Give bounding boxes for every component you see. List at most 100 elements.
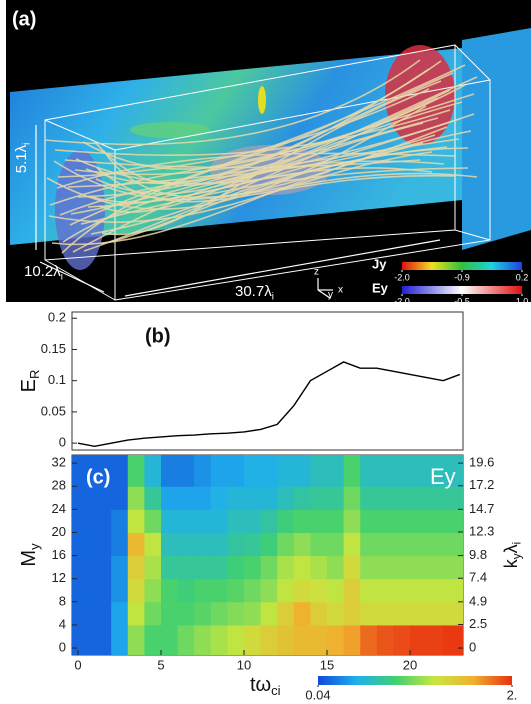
dimension-arrows [35,125,441,299]
heatmap-cell [111,601,129,626]
y2-tick-label: 17.2 [469,477,494,492]
heatmap-cell [244,509,262,533]
heatmap-cell [177,601,195,626]
y2-tick-label: 14.7 [469,501,494,516]
subscript: i [61,271,63,282]
field-line [80,167,469,225]
heatmap-cell [227,486,245,510]
heatmap-cell [111,555,129,580]
colorbar-tick-label: 1.0 [516,296,529,306]
heatmap-cell [310,532,328,557]
heatmap-cell [260,601,278,626]
colorbar-tick-label: -2.0 [394,296,410,306]
colorbar [318,676,512,685]
heatmap-cell [360,624,378,655]
heatmap-cell [127,509,145,533]
field-line [95,122,424,195]
heatmap-cell [426,578,444,603]
y2-tick-label: 2.5 [469,616,487,631]
heatmap-cell [127,555,145,580]
colorbar-title: Jy [372,256,387,271]
heatmap-cell [327,509,345,533]
heatmap-cell [260,509,278,533]
heatmap-cell [227,555,245,580]
heatmap-cell [160,455,179,487]
panel-label: (b) [145,325,171,347]
heatmap-cell [293,486,311,510]
heatmap-cell [310,486,328,510]
subscript: y [27,543,42,550]
heatmap-cell [277,601,295,626]
label-part: M [18,550,40,567]
colorbar-tick-label: -0.5 [454,296,470,306]
heatmap-cell [160,578,179,603]
heatmap-cell [194,532,212,557]
y2-tick-label: 19.6 [469,455,494,470]
heatmap-cell [227,532,245,557]
heatmap-cell [343,486,361,510]
x-tick-label: 15 [320,657,334,672]
heatmap-cell [410,601,428,626]
heatmap-cell [293,578,311,603]
heatmap-cell [94,486,112,510]
heatmap-cell [194,601,212,626]
y-tick-label: 4 [59,616,66,631]
data-line [77,361,461,447]
heatmap-cell [410,624,428,655]
label-part: 5.1λ [13,144,30,173]
heatmap-cell [194,509,212,533]
heatmap-cell [360,555,378,580]
y-tick-label: 16 [52,547,66,562]
colorbar [402,262,522,270]
y-tick-label: 28 [52,478,66,493]
length-label: 30.7λi [235,283,274,302]
heatmap-cell [244,532,262,557]
heatmap-cell [327,486,345,510]
heatmap-cell [144,455,162,487]
heatmap-cell [177,555,195,580]
field-line [100,147,469,245]
heatmap-cell [194,486,212,510]
heatmap-cell [244,455,262,487]
heatmap-cell [310,624,328,655]
heatmap-cell [111,486,129,510]
axis-name: y [328,290,333,301]
heatmap-cell [327,624,345,655]
y2-axis-label: kyλi [501,542,524,568]
heatmap-cell [376,455,394,487]
heatmap-cell [360,509,378,533]
heatmap-cell [310,578,328,603]
heatmap-cell [144,509,162,533]
heatmap-cell [393,555,411,580]
field-line [67,138,460,188]
heatmap-cell [260,578,278,603]
subscript: i [272,291,274,302]
x-tick-label: 20 [403,657,417,672]
heatmap-cell [194,624,212,655]
heatmap-cell [343,455,361,487]
heatmap-cell [426,601,444,626]
heatmap-cell [426,555,444,580]
heatmap-cell [443,555,463,580]
heatmap-cell [72,601,96,626]
heatmap-cell [127,601,145,626]
heatmap-cell [293,532,311,557]
heatmap-cell [426,486,444,510]
heatmap-cell [227,578,245,603]
heatmap-cell [210,624,228,655]
heatmap-cell [111,578,129,603]
heatmap-cell [443,578,463,603]
heatmap-cell [72,486,96,510]
heatmap-cell [127,486,145,510]
colorbar-tick-label: 2. [507,687,518,702]
heatmap-cell [376,601,394,626]
heatmap-cell [144,601,162,626]
heatmap-cell [360,455,378,487]
heatmap-cell [310,509,328,533]
heatmap-cell [94,578,112,603]
heatmap-cell [111,624,129,655]
heatmap-cell [94,624,112,655]
heatmap-cell [260,486,278,510]
field-line [61,60,442,254]
